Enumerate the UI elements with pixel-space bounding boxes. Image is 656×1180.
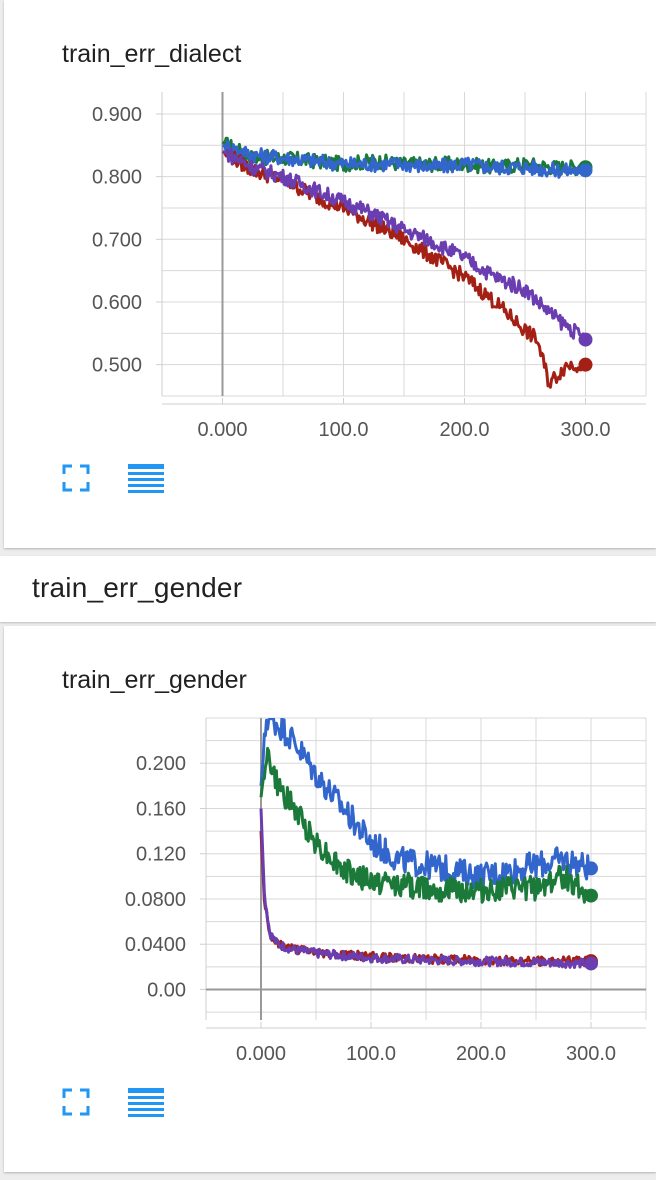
y-tick-label: 0.500 [92, 355, 142, 377]
series-end-marker-blue [584, 861, 598, 876]
x-tick-label: 200.0 [439, 419, 489, 441]
series-group [259, 718, 592, 969]
series-end-marker-purple [584, 956, 598, 971]
section-header-gender[interactable]: train_err_gender [0, 556, 656, 622]
data-table-button[interactable] [126, 1082, 166, 1122]
x-tick-label: 200.0 [456, 1043, 506, 1065]
chart-card-gender: train_err_gender 0.000 100.0 200.0 300.0 0.0… [4, 626, 656, 1172]
plot-area: 0.000 100.0 200.0 300.0 0.500 0.600 0.700 0.800… [92, 92, 647, 441]
x-tick-label: 100.0 [346, 1043, 396, 1065]
series-line-purple [221, 148, 587, 344]
series-line-green [259, 746, 592, 904]
x-tick-label: 0.000 [197, 419, 247, 441]
series-end-marker-blue [578, 163, 593, 178]
series-group [221, 136, 587, 389]
y-tick-label: 0.200 [136, 753, 186, 775]
fullscreen-button[interactable] [56, 1082, 96, 1122]
x-tick-label: 300.0 [566, 1043, 616, 1065]
series-end-marker-red [578, 357, 593, 372]
data-table-icon [128, 464, 164, 493]
y-tick-label: 0.900 [92, 104, 142, 126]
chart-gender[interactable]: 0.000 100.0 200.0 300.0 0.00 0.0400 0.0800 0.12… [0, 626, 656, 1076]
series-end-marker-purple [578, 332, 593, 347]
y-tick-label: 0.0800 [125, 889, 186, 911]
x-tick-label: 100.0 [318, 419, 368, 441]
series-line-blue [259, 718, 592, 891]
data-table-icon [128, 1088, 164, 1117]
y-tick-label: 0.0400 [125, 934, 186, 956]
fullscreen-button[interactable] [56, 458, 96, 498]
y-tick-label: 0.00 [147, 979, 186, 1001]
y-tick-label: 0.700 [92, 229, 142, 251]
section-title: train_err_gender [32, 572, 243, 603]
y-tick-label: 0.600 [92, 292, 142, 314]
chart-card-dialect: train_err_dialect 0.000 100.0 200.0 300.0 0.… [4, 0, 656, 548]
fullscreen-icon [62, 464, 90, 492]
chart-title: train_err_gender [62, 666, 247, 694]
y-tick-label: 0.120 [136, 844, 186, 866]
series-line-blue [222, 140, 586, 179]
x-tick-label: 0.000 [236, 1043, 286, 1065]
x-tick-label: 300.0 [560, 419, 610, 441]
data-table-button[interactable] [126, 458, 166, 498]
y-tick-label: 0.800 [92, 167, 142, 189]
chart-title: train_err_dialect [62, 40, 242, 68]
chart-dialect[interactable]: 0.000 100.0 200.0 300.0 0.500 0.600 0.700 0.800… [0, 0, 656, 450]
series-line-purple [259, 808, 592, 969]
fullscreen-icon [62, 1088, 90, 1116]
series-end-marker-green [584, 888, 598, 903]
y-tick-label: 0.160 [136, 798, 186, 820]
